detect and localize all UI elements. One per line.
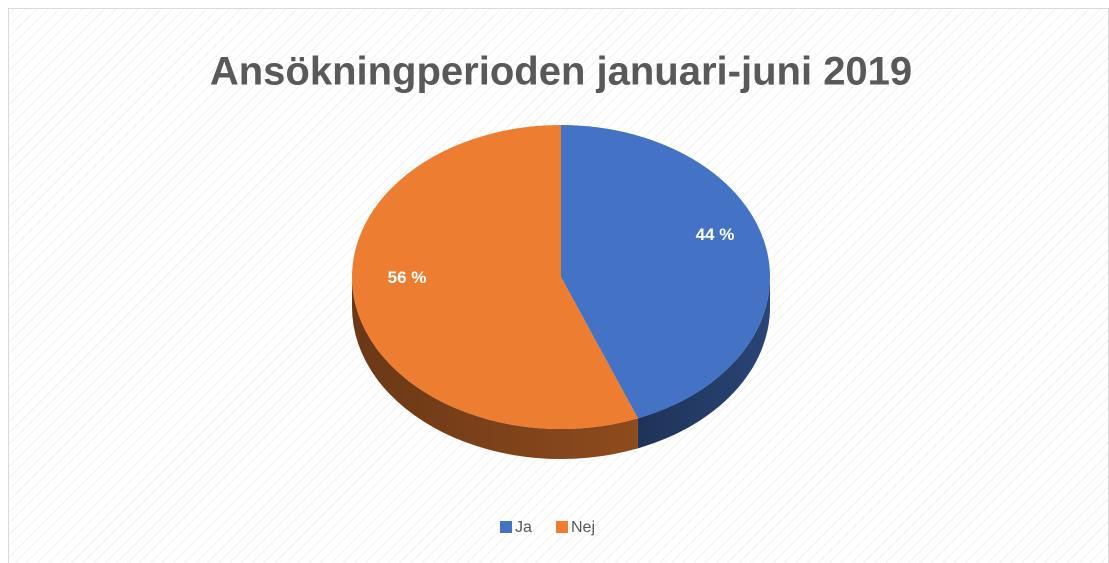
pie-slice (352, 125, 638, 429)
legend-swatch (500, 521, 512, 533)
data-label: 56 % (388, 268, 427, 287)
data-label: 44 % (696, 225, 735, 244)
legend-swatch (556, 521, 568, 533)
pie-slice (561, 125, 770, 419)
chart-title: Ansökningperioden januari-juni 2019 (210, 50, 912, 94)
pie-slice-side (352, 277, 638, 459)
pie-slice-side (637, 277, 770, 449)
legend-label: Ja (515, 519, 532, 536)
legend-label: Nej (571, 519, 595, 536)
